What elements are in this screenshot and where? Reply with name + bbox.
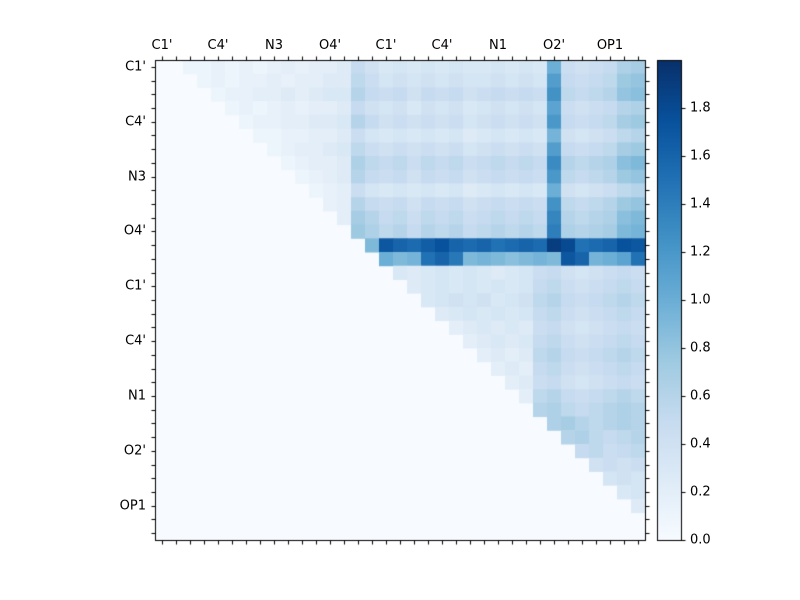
y-tick-label: OP1 (119, 498, 146, 514)
colorbar-tick-label: 0.6 (690, 388, 711, 404)
x-tick-label: N1 (489, 38, 507, 53)
x-tick-label: O4' (318, 38, 342, 53)
y-tick-label: C1' (125, 59, 146, 75)
colorbar-tick-label: 0.8 (690, 340, 711, 356)
colorbar-tick-label: 1.0 (690, 292, 711, 308)
x-tick-label: C4' (207, 38, 229, 53)
colorbar-tick-label: 0.0 (690, 532, 711, 548)
x-tick-label: O2' (542, 38, 566, 53)
y-tick-label: C1' (125, 278, 146, 294)
colorbar-tick-label: 1.4 (690, 196, 711, 212)
y-tick-label: C4' (125, 333, 146, 349)
x-tick-label: C4' (431, 38, 453, 53)
colorbar-tick-label: 1.2 (690, 244, 711, 260)
y-tick-label: N1 (128, 388, 146, 404)
colorbar-tick-label: 0.4 (690, 436, 711, 452)
colorbar-tick-label: 1.8 (690, 100, 711, 116)
colorbar-tick-label: 0.2 (690, 484, 711, 500)
x-tick-label: OP1 (596, 38, 624, 53)
x-tick-label: C1' (375, 38, 397, 53)
y-tick-label: N3 (128, 169, 146, 185)
colorbar-tick-label: 1.6 (690, 148, 711, 164)
y-tick-label: C4' (125, 114, 146, 130)
y-tick-label: O4' (123, 223, 146, 239)
x-tick-label: C1' (151, 38, 173, 53)
y-tick-label: O2' (123, 443, 146, 459)
x-tick-label: N3 (265, 38, 283, 53)
